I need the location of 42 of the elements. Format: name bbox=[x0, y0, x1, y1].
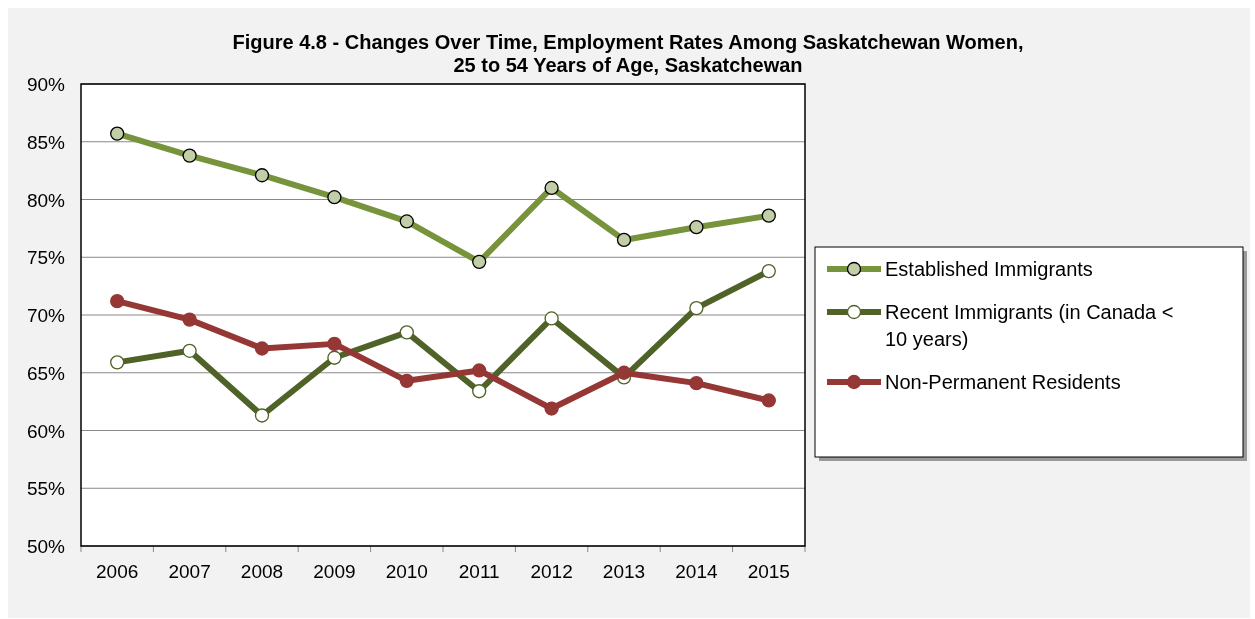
y-tick-label: 55% bbox=[26, 478, 66, 500]
point bbox=[761, 393, 776, 408]
y-tick-label: 50% bbox=[26, 536, 66, 557]
point bbox=[182, 312, 197, 327]
chart-title: Figure 4.8 - Changes Over Time, Employment Rates Among Saskatchewan Women, 25 to 54 Years of Age, Saskatchewan bbox=[232, 31, 1024, 76]
y-tick-label: 80% bbox=[26, 189, 66, 211]
point bbox=[689, 376, 704, 391]
x-tick-label: 2006 bbox=[96, 561, 139, 582]
point bbox=[254, 341, 270, 356]
x-tick-label: 2012 bbox=[530, 561, 573, 582]
x-tick-label: 2007 bbox=[168, 561, 211, 582]
y-tick-label: 65% bbox=[26, 362, 66, 384]
point bbox=[110, 355, 125, 370]
point bbox=[110, 293, 125, 309]
y-tick-label: 75% bbox=[26, 247, 66, 269]
x-tick-label: 2009 bbox=[313, 561, 356, 582]
legend-label: Recent Immigrants (in Canada < 10 years) bbox=[885, 301, 1174, 350]
point bbox=[689, 300, 704, 316]
point bbox=[544, 401, 559, 416]
point bbox=[327, 350, 342, 365]
point bbox=[472, 384, 487, 399]
x-tick-label: 2013 bbox=[602, 561, 646, 582]
y-tick-label: 90% bbox=[26, 74, 66, 95]
point bbox=[761, 263, 776, 279]
y-tick-label: 70% bbox=[26, 305, 66, 326]
point bbox=[399, 325, 414, 340]
legend-label: Non-Permanent Residents bbox=[885, 371, 1121, 393]
legend-label: Established Immigrants bbox=[885, 258, 1093, 280]
x-tick-label: 2008 bbox=[240, 561, 284, 582]
y-tick-label: 60% bbox=[26, 420, 66, 442]
x-tick-label: 2010 bbox=[385, 561, 428, 582]
point bbox=[327, 336, 342, 352]
point bbox=[472, 363, 487, 378]
point bbox=[254, 408, 270, 423]
x-tick-label: 2015 bbox=[747, 561, 790, 582]
point bbox=[544, 311, 559, 326]
point bbox=[399, 373, 414, 388]
x-tick-label: 2014 bbox=[675, 561, 718, 582]
y-tick-label: 85% bbox=[26, 131, 66, 153]
point bbox=[182, 343, 197, 358]
x-tick-label: 2011 bbox=[458, 561, 500, 582]
point bbox=[616, 365, 632, 380]
